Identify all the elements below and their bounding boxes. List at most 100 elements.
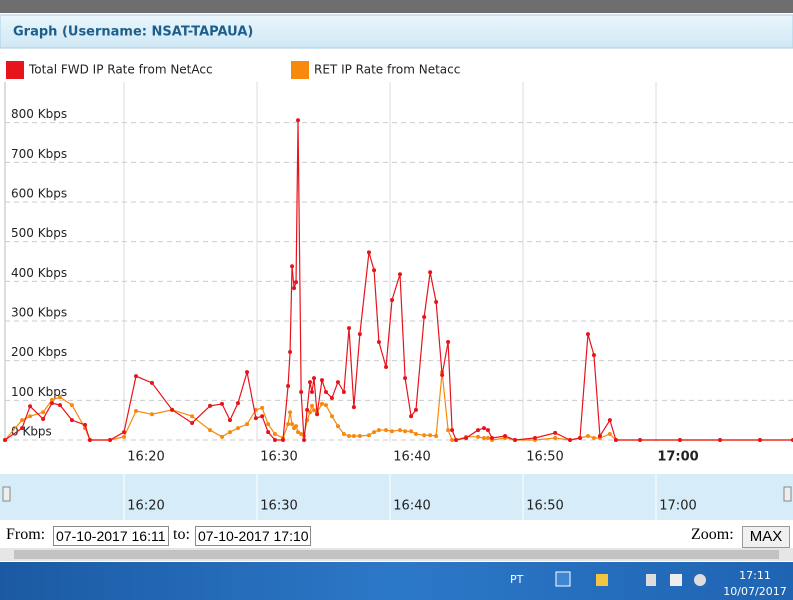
data-point <box>69 403 74 408</box>
data-point <box>302 438 307 442</box>
legend-label: Total FWD IP Rate from NetAcc <box>28 63 213 77</box>
data-point <box>190 420 195 425</box>
data-point <box>409 414 414 419</box>
data-point <box>446 428 451 433</box>
data-point <box>288 349 293 354</box>
data-point <box>296 430 301 435</box>
data-point <box>41 410 46 415</box>
data-point <box>308 410 313 415</box>
clock-time[interactable]: 17:11 <box>739 569 771 582</box>
data-point <box>428 270 433 275</box>
to-input[interactable] <box>195 526 311 546</box>
data-point <box>718 438 723 442</box>
language[interactable]: PT <box>510 573 524 586</box>
legend-swatch <box>6 61 24 79</box>
panel-header <box>0 14 793 49</box>
top-bar <box>0 0 793 13</box>
data-point <box>20 426 25 431</box>
data-point <box>403 429 408 434</box>
data-point <box>347 326 352 331</box>
data-point <box>208 428 213 433</box>
y-tick-label: 200 Kbps <box>11 345 67 359</box>
data-point <box>434 434 439 439</box>
data-point <box>341 390 346 395</box>
data-point <box>372 268 377 273</box>
data-point <box>122 434 127 439</box>
data-point <box>409 429 414 434</box>
tray-icon[interactable] <box>670 574 682 586</box>
data-point <box>503 434 508 439</box>
data-point <box>638 438 643 442</box>
series-line <box>4 120 793 441</box>
data-point <box>585 434 590 439</box>
data-point <box>390 429 395 434</box>
tray-icon[interactable] <box>646 574 656 586</box>
clock-date[interactable]: 10/07/2017 <box>723 585 786 598</box>
tray-icon[interactable] <box>596 574 608 586</box>
data-point <box>476 434 481 439</box>
data-point <box>757 438 762 442</box>
navigator-tick-label: 16:40 <box>393 499 430 514</box>
data-point <box>290 422 295 427</box>
data-point <box>329 414 334 419</box>
data-point <box>87 438 92 442</box>
y-tick-label: 800 Kbps <box>11 107 67 121</box>
zoom-label: Zoom: <box>691 526 734 543</box>
data-point <box>482 436 487 441</box>
data-point <box>134 374 139 379</box>
navigator-handle[interactable] <box>783 486 792 502</box>
data-point <box>513 438 518 442</box>
data-point <box>319 378 324 383</box>
data-point <box>134 409 139 414</box>
data-point <box>49 397 54 402</box>
data-point <box>422 315 427 320</box>
data-point <box>299 390 304 395</box>
data-point <box>351 405 356 410</box>
data-point <box>260 405 265 410</box>
data-point <box>591 436 596 441</box>
data-point <box>296 118 301 123</box>
data-point <box>450 428 455 433</box>
x-tick-label: 16:20 <box>127 450 164 465</box>
data-point <box>485 436 490 441</box>
data-point <box>227 418 232 423</box>
data-point <box>28 414 33 419</box>
data-point <box>384 428 389 433</box>
navigator-tick-label: 16:20 <box>127 499 164 514</box>
data-point <box>577 436 582 441</box>
data-point <box>341 432 346 437</box>
data-point <box>308 380 313 385</box>
data-point <box>366 250 371 255</box>
tray-icon[interactable] <box>555 571 571 587</box>
data-point <box>49 401 54 406</box>
from-input[interactable] <box>53 526 169 546</box>
navigator-handle[interactable] <box>2 486 11 502</box>
tray-icon[interactable] <box>694 574 706 586</box>
data-point <box>311 376 316 381</box>
y-tick-label: 700 Kbps <box>11 147 67 161</box>
data-point <box>311 408 316 413</box>
data-point <box>309 403 314 408</box>
data-point <box>351 434 356 439</box>
data-point <box>220 401 225 406</box>
zoom-max-button[interactable]: MAX <box>742 526 790 548</box>
data-point <box>553 430 558 435</box>
data-point <box>272 438 277 442</box>
legend-swatch <box>291 61 309 79</box>
data-point <box>397 428 402 433</box>
data-point <box>553 436 558 441</box>
data-point <box>413 407 418 412</box>
data-point <box>613 438 618 442</box>
data-point <box>568 438 573 442</box>
data-point <box>305 407 310 412</box>
data-point <box>489 436 494 441</box>
x-tick-label: 16:40 <box>393 450 430 465</box>
scrollbar-thumb[interactable] <box>14 550 779 559</box>
data-point <box>83 422 88 427</box>
data-point <box>235 426 240 431</box>
data-point <box>245 422 250 427</box>
data-point <box>149 412 154 417</box>
data-point <box>260 414 265 419</box>
data-point <box>366 433 371 438</box>
